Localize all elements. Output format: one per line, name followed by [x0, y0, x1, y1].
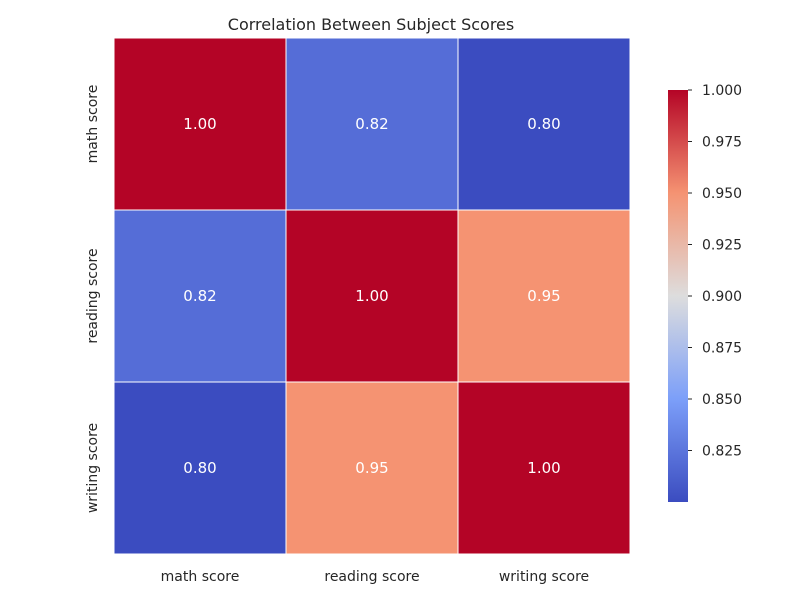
colorbar-gradient — [668, 90, 688, 502]
cell-value-label: 0.82 — [183, 287, 216, 305]
cell-value-label: 0.80 — [183, 459, 216, 477]
heatmap-cell-r2-c1 — [285, 381, 459, 555]
y-tick-label: math score — [85, 85, 101, 164]
y-tick-label: writing score — [85, 423, 101, 513]
cell-value-label: 1.00 — [527, 459, 560, 477]
colorbar-tick-label: 1.000 — [702, 83, 742, 99]
heatmap-cell-r2-c0 — [113, 381, 287, 555]
heatmap-cell-r1-c2 — [457, 209, 631, 383]
colorbar-tick-label: 0.875 — [702, 341, 742, 357]
colorbar-tick-label: 0.900 — [702, 289, 742, 305]
cell-value-label: 1.00 — [355, 287, 388, 305]
x-tick-labels: math score reading score writing score — [161, 569, 589, 585]
cell-value-label: 1.00 — [183, 115, 216, 133]
cell-value-label: 0.95 — [355, 459, 388, 477]
colorbar-tick-label: 0.925 — [702, 238, 742, 254]
cell-value-label: 0.95 — [527, 287, 560, 305]
chart-title: Correlation Between Subject Scores — [228, 15, 514, 34]
colorbar-tick-label: 0.950 — [702, 186, 742, 202]
heatmap-cell-r0-c2 — [457, 37, 631, 211]
cell-value-label: 0.80 — [527, 115, 560, 133]
colorbar: 0.825 0.850 0.875 0.900 0.925 0.950 0.975 1.000 — [668, 83, 742, 502]
colorbar-tick-label: 0.850 — [702, 392, 742, 408]
y-tick-label: reading score — [85, 248, 101, 343]
heatmap-cell-r0-c1 — [285, 37, 459, 211]
heatmap-cell-r0-c0 — [113, 37, 287, 211]
heatmap-cell-r2-c2 — [457, 381, 631, 555]
x-tick-label: reading score — [324, 569, 419, 585]
heatmap-cells: 1.00 0.82 0.80 0.82 1.00 0.95 0.80 0.95 1.00 — [113, 37, 631, 555]
heatmap-cell-r1-c0 — [113, 209, 287, 383]
x-tick-label: writing score — [499, 569, 589, 585]
colorbar-tick-label: 0.975 — [702, 135, 742, 151]
colorbar-tick-label: 0.825 — [702, 444, 742, 460]
x-tick-label: math score — [161, 569, 240, 585]
y-tick-labels: math score reading score writing score — [85, 85, 101, 513]
heatmap-cell-r1-c1 — [285, 209, 459, 383]
cell-value-label: 0.82 — [355, 115, 388, 133]
